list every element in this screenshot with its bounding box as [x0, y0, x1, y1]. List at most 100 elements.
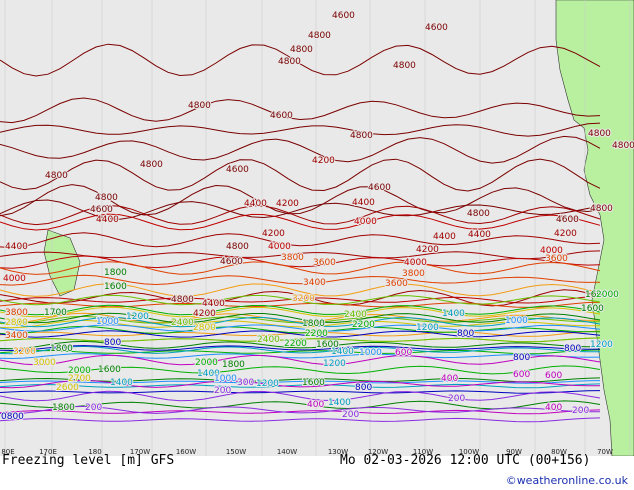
contour-line [0, 379, 601, 389]
contour-label: 1000 [359, 348, 382, 358]
contour-line [0, 316, 601, 328]
contour-line [0, 353, 601, 360]
contour-label: 4000 [3, 274, 26, 284]
contour-label: 4000 [540, 246, 563, 256]
contour-line [0, 250, 601, 260]
contour-line [0, 325, 601, 335]
contour-line [0, 213, 601, 231]
contour-label: 4400 [96, 215, 119, 225]
contour-label: 4800 [590, 204, 613, 214]
contour-label: 2600 [56, 383, 79, 393]
contour-label: 4400 [5, 242, 28, 252]
longitude-tick: 170W [129, 448, 151, 456]
contour-label: 200 [85, 403, 102, 413]
contour-line [0, 274, 601, 286]
contour-line [0, 390, 601, 394]
map-footer: Freezing level [m] GFS Mo 02-03-2026 12:… [0, 453, 634, 490]
contour-label: 400 [441, 374, 458, 384]
contour-label: 4800 [393, 61, 416, 71]
contour-label: 4200 [416, 245, 439, 255]
contour-label: 4800 [188, 101, 211, 111]
contour-label: 3800 [281, 253, 304, 263]
contour-label: 1800 [222, 360, 245, 370]
contour-label: 4800 [95, 193, 118, 203]
contour-label: 4400 [468, 230, 491, 240]
longitude-axis: 80E 170E 180 170W 160W 150W 140W 130W 120W 110W 10… [0, 448, 634, 458]
contour-label: 1800 [302, 319, 325, 329]
contour-line [0, 232, 601, 249]
contour-label: 3000 [33, 358, 56, 368]
contour-label: 4200 [276, 199, 299, 209]
longitude-tick: 150W [225, 448, 247, 456]
contour-label: 1400 [328, 398, 351, 408]
contour-label: 3600 [313, 258, 336, 268]
credit-link[interactable]: ©weatheronline.co.uk [505, 474, 628, 487]
contour-label: 4000 [268, 242, 291, 252]
contour-label: 1000 [96, 317, 119, 327]
contour-line [0, 312, 601, 324]
contour-label: 4200 [262, 229, 285, 239]
contour-line [0, 204, 601, 226]
longitude-tick: 180 [88, 448, 102, 456]
longitude-tick: 110W [412, 448, 434, 456]
contour-line [0, 135, 601, 164]
contour-line [0, 390, 601, 402]
contour-label: 4600 [220, 257, 243, 267]
contour-label: 1000 [214, 374, 237, 384]
longitude-tick: 70W [597, 448, 613, 456]
contour-label: 4800 [588, 129, 611, 139]
contour-label: 200 [342, 410, 359, 420]
contour-label: 200 [572, 406, 589, 416]
contour-line [0, 319, 601, 329]
contour-label: 600 [513, 370, 530, 380]
contour-label: 4800 [278, 57, 301, 67]
contour-label: 4800 [308, 31, 331, 41]
contour-label: 4600 [332, 11, 355, 21]
contour-label: 800 [564, 344, 581, 354]
longitude-tick: 170E [39, 448, 57, 456]
contour-label: 1400 [331, 347, 354, 357]
longitude-tick: 160W [175, 448, 197, 456]
contour-label: 3600 [385, 279, 408, 289]
longitude-tick: 140W [276, 448, 298, 456]
contour-label: 1600 [316, 340, 339, 350]
contour-label: 4600 [368, 183, 391, 193]
contour-label: 1600 [104, 282, 127, 292]
contour-label: 1200 [323, 359, 346, 369]
contour-label: 800 [355, 383, 372, 393]
contour-label: 2800 [193, 323, 216, 333]
contour-label: 4200 [554, 229, 577, 239]
contour-label: 4200 [193, 309, 216, 319]
contour-label: 1200 [416, 323, 439, 333]
contour-label: 2000 [68, 366, 91, 376]
contour-label: 4800 [140, 160, 163, 170]
contour-label: 300 [237, 378, 254, 388]
contour-label: 2400 [257, 335, 280, 345]
contour-label: 4400 [244, 199, 267, 209]
contour-label: 0800 [1, 412, 24, 422]
longitude-tick: 130W [327, 448, 349, 456]
contour-label: 600 [545, 371, 562, 381]
contour-line [0, 184, 601, 217]
contour-label: 2200 [305, 329, 328, 339]
contour-line [0, 306, 601, 318]
contour-line [0, 340, 601, 350]
contour-line [0, 301, 601, 308]
land-americas [555, 0, 634, 456]
contour-label: 4600 [425, 23, 448, 33]
contour-label: 4400 [352, 198, 375, 208]
contour-label: 4800 [467, 209, 490, 219]
contour-label: 2400 [171, 318, 194, 328]
contour-label: 2000 [195, 358, 218, 368]
contour-label: 1800 [50, 344, 73, 354]
contour-label: 2000 [596, 290, 619, 300]
contour-label: 4800 [226, 242, 249, 252]
longitude-tick: 100W [458, 448, 480, 456]
contour-label: 3800 [402, 269, 425, 279]
contour-label: 1700 [44, 308, 67, 318]
contour-line [0, 417, 601, 423]
contour-label: 3400 [5, 331, 28, 341]
contour-label: 2400 [344, 310, 367, 320]
contour-label: 1200 [256, 379, 279, 389]
